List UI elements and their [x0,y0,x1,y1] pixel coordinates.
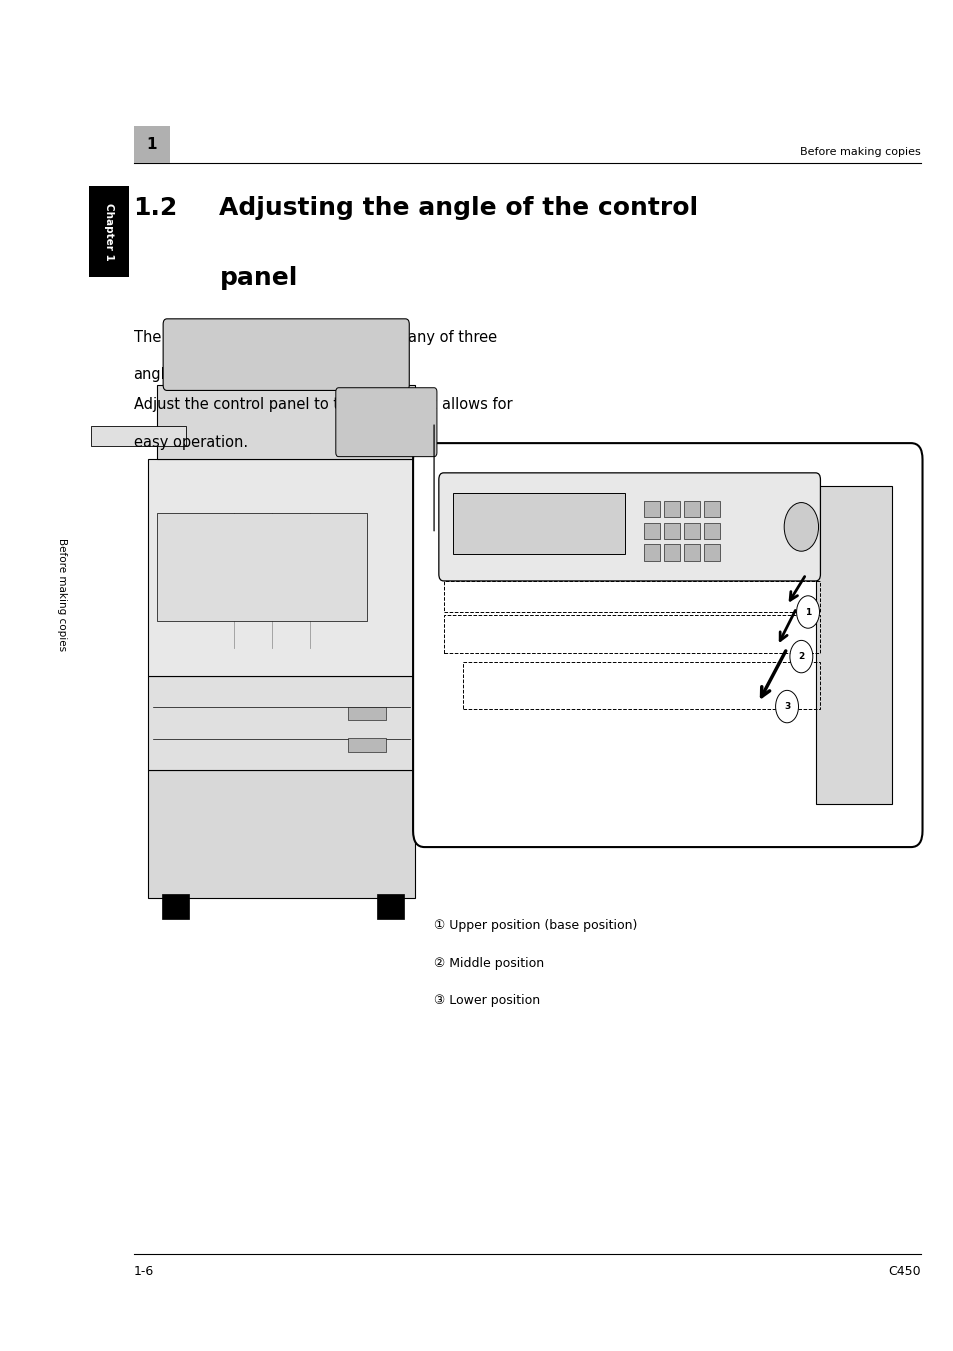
Text: 1.2: 1.2 [133,196,177,220]
FancyBboxPatch shape [163,319,409,390]
Text: ② Middle position: ② Middle position [434,957,543,970]
Text: 2: 2 [798,653,803,661]
FancyBboxPatch shape [683,523,700,539]
FancyBboxPatch shape [703,501,720,517]
FancyBboxPatch shape [643,523,659,539]
FancyBboxPatch shape [703,523,720,539]
FancyBboxPatch shape [683,544,700,561]
Text: C450: C450 [887,1265,920,1278]
Text: 1-6: 1-6 [133,1265,153,1278]
Bar [376,894,403,919]
Bar [157,513,367,621]
Text: easy operation.: easy operation. [133,435,248,450]
Bar [348,738,386,751]
Text: ① Upper position (base position): ① Upper position (base position) [434,919,637,932]
Text: 3: 3 [783,703,789,711]
FancyBboxPatch shape [413,443,922,847]
Text: Before making copies: Before making copies [799,147,920,157]
Circle shape [783,503,818,551]
FancyBboxPatch shape [663,501,679,517]
FancyBboxPatch shape [89,186,129,277]
FancyBboxPatch shape [703,544,720,561]
Text: Adjust the control panel to the angle that allows for: Adjust the control panel to the angle th… [133,397,512,412]
FancyBboxPatch shape [683,501,700,517]
Text: 1: 1 [804,608,810,616]
FancyBboxPatch shape [91,426,186,446]
Text: 1: 1 [146,136,157,153]
FancyBboxPatch shape [643,544,659,561]
FancyBboxPatch shape [335,388,436,457]
Text: angles.: angles. [133,367,187,382]
Circle shape [796,596,819,628]
Text: ③ Lower position: ③ Lower position [434,994,539,1008]
Text: panel: panel [219,266,297,290]
Bar [348,707,386,720]
FancyBboxPatch shape [157,385,415,459]
FancyBboxPatch shape [148,459,415,676]
FancyBboxPatch shape [148,770,415,898]
Bar [162,894,189,919]
FancyBboxPatch shape [663,544,679,561]
FancyBboxPatch shape [663,523,679,539]
FancyBboxPatch shape [133,126,170,163]
FancyBboxPatch shape [148,676,415,770]
FancyBboxPatch shape [453,493,624,554]
Text: Chapter 1: Chapter 1 [104,203,113,261]
Text: Before making copies: Before making copies [57,538,67,651]
Text: The control panel can be adjusted to any of three: The control panel can be adjusted to any… [133,330,497,345]
Circle shape [789,640,812,673]
FancyBboxPatch shape [438,473,820,581]
Text: Adjusting the angle of the control: Adjusting the angle of the control [219,196,698,220]
Circle shape [775,690,798,723]
FancyBboxPatch shape [815,486,891,804]
FancyBboxPatch shape [643,501,659,517]
